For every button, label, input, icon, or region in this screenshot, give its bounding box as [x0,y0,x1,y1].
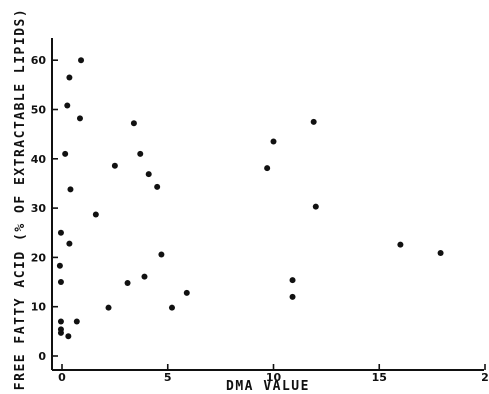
data-point [64,102,71,109]
x-tick-label: 15 [372,371,387,384]
axes [51,38,484,371]
y-ticks: 0 10 20 30 40 50 60 [31,54,58,363]
data-point [158,251,165,258]
y-tick-label: 50 [31,104,47,117]
data-point [78,57,85,64]
data-point [57,318,64,325]
data-point [310,118,317,125]
y-tick-label: 20 [31,251,47,264]
data-point [168,304,175,311]
x-tick-label: 0 [58,371,66,384]
data-point [57,329,64,336]
data-point [57,229,64,236]
data-point [154,183,161,190]
y-axis-title: FREE FATTY ACID (% OF EXTRACTABLE LIPIDS… [13,8,28,390]
data-point [137,150,144,157]
data-point [183,289,190,296]
data-point [66,74,73,81]
x-ticks: 0 5 10 15 2 [58,364,489,384]
data-point [145,171,152,178]
data-point [57,279,64,286]
data-point [264,165,271,172]
data-point [111,162,118,169]
data-point [289,277,296,284]
data-points [56,57,444,340]
data-point [130,120,137,127]
data-point [67,186,74,193]
x-tick-label: 10 [266,371,282,384]
x-tick-label: 5 [164,371,172,384]
y-tick-label: 10 [31,301,47,314]
data-point [397,241,404,248]
data-point [66,240,73,247]
x-tick-label: 2 [481,371,489,384]
data-point [105,304,112,311]
data-point [437,249,444,256]
data-point [270,138,277,145]
data-point [56,262,63,269]
y-tick-label: 60 [31,54,47,67]
y-tick-label: 40 [31,153,47,166]
data-point [92,211,99,218]
data-point [312,203,319,210]
data-point [65,333,72,340]
y-tick-label: 30 [31,202,47,215]
data-point [73,318,80,325]
x-axis-title: DMA VALUE [226,379,310,394]
data-point [289,293,296,300]
data-point [124,280,131,287]
data-point [62,150,69,157]
data-point [76,115,83,122]
y-tick-label: 0 [38,350,46,363]
data-point [141,273,148,280]
